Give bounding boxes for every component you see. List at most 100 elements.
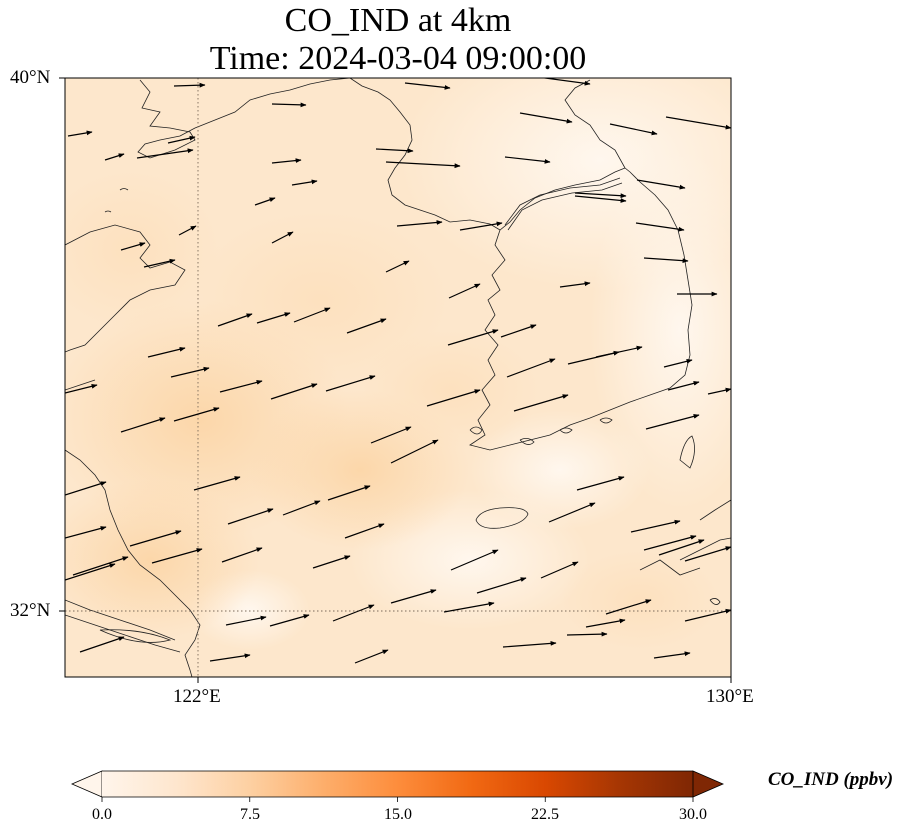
wind-arrow [658, 539, 705, 556]
wind-arrow [129, 530, 182, 547]
wind-arrow [256, 312, 291, 324]
wind-arrow [65, 563, 116, 581]
wind-arrow [271, 231, 294, 244]
axis-ticks [59, 77, 732, 683]
wind-arrow [147, 346, 186, 358]
wind-arrow [684, 546, 731, 562]
wind-arrow [450, 549, 499, 571]
wind-arrow [325, 375, 376, 392]
wind-arrow [576, 476, 625, 491]
wind-arrow [271, 158, 302, 164]
lon-label-130e: 130°E [706, 686, 754, 707]
colorbar-label: CO_IND (ppbv) [768, 769, 894, 790]
wind-arrow [559, 281, 591, 288]
wind-arrow [707, 387, 731, 395]
colorbar-ticks [101, 797, 694, 802]
wind-arrow [173, 82, 206, 88]
wind-arrow [170, 366, 210, 378]
wind-arrow [332, 604, 375, 622]
wind-arrow [217, 313, 253, 327]
wind-arrow [225, 615, 267, 626]
wind-arrow [643, 535, 697, 551]
wind-arrow [269, 614, 310, 627]
wind-arrow [312, 555, 351, 569]
wind-arrow [506, 358, 556, 378]
wind-arrow [370, 426, 412, 444]
colorbar [70, 770, 725, 802]
wind-arrow [136, 148, 194, 159]
wind-arrow [502, 641, 557, 648]
wind-arrow [390, 439, 439, 464]
wind-arrow [293, 307, 331, 323]
colorbar-tick-label: 30.0 [679, 806, 707, 823]
wind-arrow [327, 485, 371, 501]
wind-arrow [643, 257, 689, 264]
wind-arrow [605, 599, 652, 615]
wind-arrow [540, 561, 579, 579]
wind-arrow [476, 577, 527, 594]
coastlines [65, 78, 731, 677]
gridlines [65, 78, 731, 677]
wind-arrow [120, 242, 146, 251]
wind-arrow [375, 148, 414, 154]
wind-arrow [645, 414, 700, 430]
wind-arrow [609, 123, 658, 136]
wind-arrow [684, 608, 731, 622]
wind-arrow [500, 324, 537, 338]
wind-arrow [104, 153, 125, 161]
colorbar-gradient [102, 771, 693, 797]
wind-arrow [173, 407, 220, 422]
wind-arrow [667, 381, 700, 391]
wind-arrow [346, 318, 387, 334]
wind-arrow [574, 192, 627, 199]
wind-arrow [513, 394, 569, 412]
co-concentration-field [65, 78, 731, 677]
wind-arrow [548, 502, 596, 523]
wind-arrow [72, 556, 129, 576]
wind-arrow [566, 631, 608, 637]
wind-arrow [65, 526, 107, 539]
wind-arrow [354, 649, 389, 664]
wind-arrow [504, 156, 551, 164]
wind-arrow [143, 258, 176, 268]
wind-arrow [65, 481, 107, 496]
colorbar-tick-label: 15.0 [384, 806, 412, 823]
wind-vectors [65, 78, 731, 664]
lat-label-40n: 40°N [10, 67, 51, 88]
wind-arrow [443, 601, 495, 613]
wind-arrow [344, 523, 385, 539]
wind-arrow [448, 283, 481, 299]
wind-arrow [167, 135, 196, 144]
wind-arrow [151, 548, 203, 564]
wind-arrow [270, 383, 318, 400]
wind-arrow [193, 476, 241, 491]
wind-arrow [271, 102, 307, 108]
wind-arrow [585, 618, 626, 628]
map-frame [64, 77, 732, 678]
wind-arrow [67, 130, 93, 137]
lon-label-122e: 122°E [173, 686, 221, 707]
colorbar-tick-label: 0.0 [92, 806, 112, 823]
wind-arrow [665, 116, 731, 130]
wind-arrow [209, 653, 251, 662]
wind-arrow [219, 380, 263, 393]
wind-arrow [254, 197, 276, 206]
wind-arrow [390, 589, 437, 604]
wind-arrow [120, 417, 166, 433]
wind-arrow [630, 519, 681, 533]
colorbar-tick-label: 22.5 [531, 806, 559, 823]
wind-arrow [385, 161, 461, 169]
wind-arrow [459, 221, 503, 231]
wind-arrow [574, 195, 627, 203]
wind-arrow [447, 329, 499, 346]
wind-arrow [227, 508, 274, 525]
colorbar-tick-label: 7.5 [240, 806, 260, 823]
wind-arrow [519, 112, 573, 124]
wind-arrow [595, 345, 643, 358]
wind-arrow [396, 220, 443, 227]
lat-label-32n: 32°N [10, 600, 51, 621]
wind-arrow [79, 636, 125, 653]
wind-arrow [540, 78, 591, 86]
